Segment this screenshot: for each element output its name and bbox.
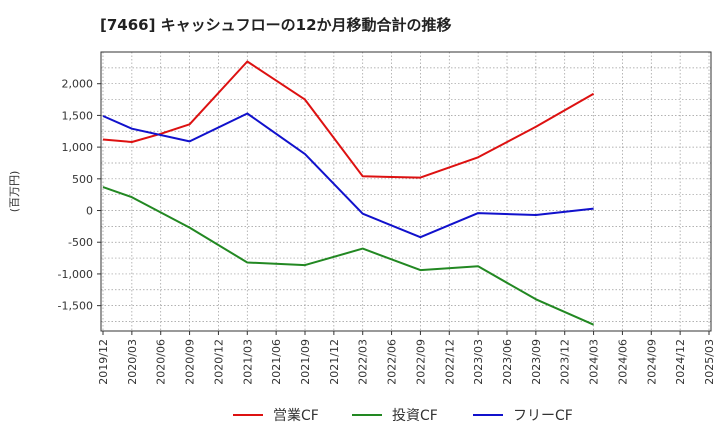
x-tick-label: 2021/12: [328, 339, 341, 385]
legend-label: 投資CF: [392, 408, 438, 424]
x-tick-label: 2020/03: [126, 339, 139, 385]
x-tick-label: 2021/03: [241, 339, 254, 385]
x-tick-label: 2022/12: [443, 339, 456, 385]
x-tick-label: 2022/06: [386, 339, 399, 385]
y-tick-label: 2,000: [62, 78, 94, 91]
y-tick-label: -1,000: [58, 268, 93, 281]
y-axis-label: (百万円): [8, 171, 21, 213]
y-tick-label: 1,000: [62, 141, 94, 154]
x-tick-label: 2024/06: [616, 339, 629, 385]
x-tick-label: 2021/06: [270, 339, 283, 385]
series-layer: [102, 60, 595, 326]
legend: 営業CF 投資CF フリーCF: [233, 408, 573, 424]
x-tick-label: 2023/03: [472, 339, 485, 385]
x-tick-label: 2023/06: [501, 339, 514, 385]
x-tick-label: 2024/09: [645, 339, 658, 385]
legend-label: 営業CF: [273, 408, 319, 424]
x-tick-label: 2019/12: [97, 339, 110, 385]
x-axis: 2019/12 2020/03 2020/06 2020/09 2020/12 2021/…: [97, 331, 716, 385]
x-tick-label: 2022/09: [414, 339, 427, 385]
x-tick-label: 2021/09: [299, 339, 312, 385]
x-tick-label: 2023/12: [559, 339, 572, 385]
plot-frame: [100, 51, 712, 332]
x-tick-label: 2020/09: [184, 339, 197, 385]
grid-layer: [101, 52, 711, 331]
series-line: [102, 186, 595, 326]
y-tick-label: 0: [86, 205, 93, 218]
y-tick-label: -1,500: [58, 300, 93, 313]
x-tick-label: 2020/06: [155, 339, 168, 385]
x-tick-label: 2024/03: [588, 339, 601, 385]
y-tick-label: -500: [68, 236, 93, 249]
x-tick-label: 2024/12: [674, 339, 687, 385]
chart-title: [7466] キャッシュフローの12か月移動合計の推移: [100, 16, 452, 34]
y-tick-label: 500: [72, 173, 93, 186]
x-tick-label: 2022/03: [357, 339, 370, 385]
x-tick-label: 2025/03: [703, 339, 716, 385]
y-axis: 2,000 1,500 1,000 500 0 -500 -1,000 -1,500: [58, 78, 101, 313]
series-line: [102, 112, 594, 239]
x-tick-label: 2020/12: [212, 339, 225, 385]
y-tick-label: 1,500: [62, 109, 94, 122]
x-tick-label: 2023/09: [530, 339, 543, 385]
series-line: [102, 60, 595, 179]
legend-label: フリーCF: [513, 408, 573, 424]
